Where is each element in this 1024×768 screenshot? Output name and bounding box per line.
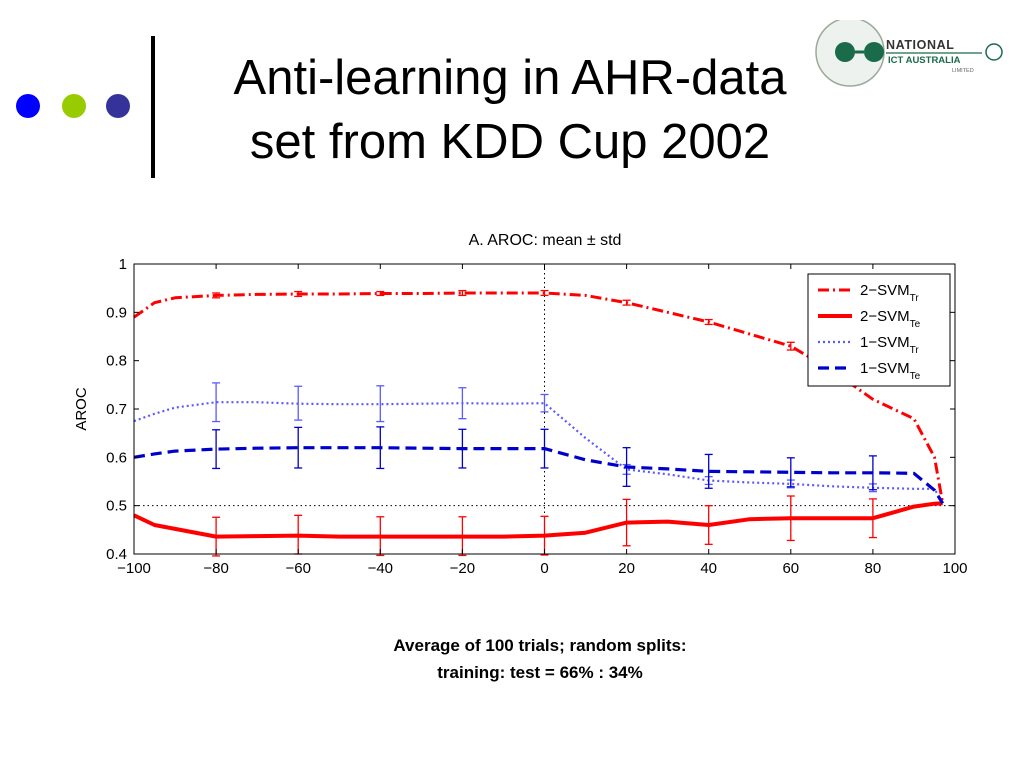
x-tick-label: 80 — [865, 560, 882, 577]
navy-dot-icon — [106, 94, 130, 118]
x-tick-label: −80 — [203, 560, 228, 577]
y-axis-label: AROC — [73, 387, 90, 431]
logo-text-national: NATIONAL — [886, 38, 954, 52]
x-tick-label: −60 — [285, 560, 310, 577]
logo-dot-icon — [864, 42, 884, 62]
x-tick-label: 20 — [618, 560, 635, 577]
logo-dot-icon — [835, 42, 855, 62]
series-line-2 — [133, 501, 943, 539]
logo-ring-small-icon — [985, 43, 1003, 61]
series-line-3 — [133, 401, 944, 504]
logo-text-ict: ICT AUSTRALIA — [888, 55, 961, 66]
title-line-2: set from KDD Cup 2002 — [249, 115, 771, 169]
title-line-1: Anti-learning in AHR-data — [233, 51, 787, 105]
series-line-4 — [133, 446, 945, 505]
bullet-dots — [16, 94, 136, 120]
legend-label: 1−SVMTe — [860, 360, 921, 382]
legend-box — [807, 273, 951, 387]
y-tick-label: 0.6 — [106, 449, 127, 466]
logo-text-limited: LIMITED — [952, 68, 974, 74]
x-tick-label: 60 — [782, 560, 799, 577]
x-tick-label: 40 — [700, 560, 717, 577]
green-dot-icon — [62, 94, 86, 118]
caption-line-1: Average of 100 trials; random splits: — [393, 636, 687, 655]
x-tick-label: −20 — [450, 560, 475, 577]
y-tick-label: 0.9 — [106, 304, 127, 321]
nicta-logo: NATIONAL ICT AUSTRALIA LIMITED — [815, 20, 1003, 87]
legend-label: 1−SVMTr — [860, 334, 919, 356]
x-tick-label: 100 — [942, 560, 967, 577]
y-tick-label: 0.5 — [106, 498, 127, 515]
aroc-chart: A. AROC: mean ± std AROC −100 −80 −60 −40 −2… — [73, 232, 968, 577]
x-tick-label: 0 — [540, 560, 548, 577]
slide-title: Anti-learning in AHR-data set from KDD C… — [170, 46, 850, 174]
legend-label: 2−SVMTe — [860, 308, 921, 330]
y-tick-label: 0.7 — [106, 401, 127, 418]
legend-label: 2−SVMTr — [860, 282, 919, 304]
chart-title: A. AROC: mean ± std — [469, 232, 622, 249]
title-divider — [151, 36, 155, 178]
y-tick-label: 0.8 — [106, 353, 127, 370]
blue-dot-icon — [16, 94, 40, 118]
caption: Average of 100 trials; random splits: tr… — [240, 632, 840, 686]
y-tick-label: 0.4 — [106, 546, 127, 563]
caption-line-2: training: test = 66% : 34% — [437, 663, 643, 682]
x-tick-label: −100 — [117, 560, 151, 577]
x-tick-label: −40 — [368, 560, 393, 577]
y-tick-label: 1 — [119, 256, 127, 273]
